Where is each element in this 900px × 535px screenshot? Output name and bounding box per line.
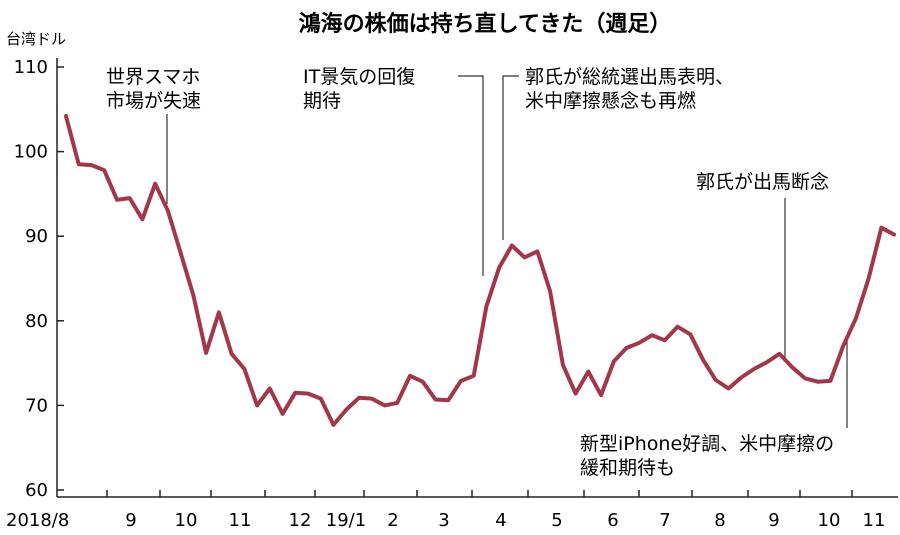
annotation-text: 期待 [303, 90, 341, 112]
annotation-text: 市場が失速 [106, 90, 201, 112]
y-tick-label: 70 [25, 395, 48, 416]
annotation-text: 新型iPhone好調、米中摩擦の [580, 433, 834, 455]
y-tick-label: 90 [25, 226, 48, 247]
annotation-text: 緩和期待も [580, 457, 675, 479]
x-tick-label: 12 [289, 510, 312, 531]
price-series [64, 114, 897, 427]
series-line [64, 114, 897, 427]
x-tick-label: 7 [659, 510, 670, 531]
x-tick-label: 3 [438, 510, 449, 531]
x-tick-label: 2018/8 [6, 510, 69, 531]
y-tick-label: 60 [25, 480, 48, 501]
x-tick-label: 9 [125, 510, 136, 531]
x-tick-label: 8 [714, 510, 725, 531]
y-tick-label: 110 [14, 57, 48, 78]
y-axis-ticks: 60 70 80 90 100 110 [14, 57, 64, 501]
annotation-text: 郭氏が出馬断念 [696, 170, 829, 193]
axes [56, 58, 898, 498]
annotation-text: 世界スマホ [106, 66, 200, 88]
annotation-leader-line [458, 75, 484, 276]
x-tick-label: 19/1 [326, 510, 366, 531]
x-tick-label: 5 [551, 510, 562, 531]
x-tick-label: 10 [175, 510, 198, 531]
x-tick-label: 6 [607, 510, 618, 531]
annotation-text: 郭氏が総統選出馬表明、 [525, 66, 734, 88]
x-tick-label: 9 [768, 510, 779, 531]
x-axis-ticks: 2018/8 9 10 11 12 19/1 2 3 4 5 6 7 8 9 10 11 [6, 490, 885, 531]
annotation-text: 米中摩擦懸念も再燃 [525, 89, 696, 112]
y-tick-label: 100 [14, 142, 48, 163]
x-tick-label: 2 [387, 510, 398, 531]
x-tick-label: 10 [818, 510, 841, 531]
x-tick-label: 11 [229, 510, 252, 531]
annotation-text: IT景気の回復 [303, 66, 415, 88]
y-tick-label: 80 [25, 311, 48, 332]
x-tick-label: 11 [863, 510, 886, 531]
x-tick-label: 4 [495, 510, 506, 531]
chart-title: 鴻海の株価は持ち直してきた（週足） [299, 11, 672, 37]
annotation-leader-line [502, 75, 519, 240]
y-axis-unit-label: 台湾ドル [6, 30, 66, 48]
